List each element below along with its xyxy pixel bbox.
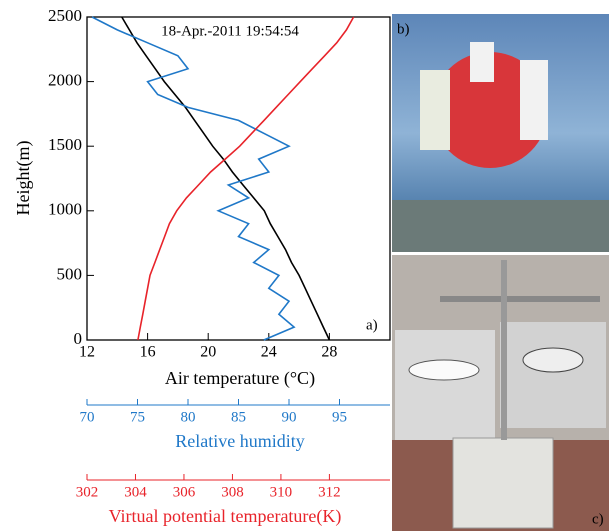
x2-tick-label: 90: [282, 409, 297, 425]
x-tick-label: 16: [140, 344, 156, 361]
series-line: [138, 17, 354, 340]
x-tick-label: 20: [200, 344, 216, 361]
x2-tick-label: 70: [80, 409, 95, 425]
photo-c: [392, 255, 609, 531]
y-tick-label: 1000: [48, 200, 82, 219]
panel-label: a): [366, 317, 378, 333]
x2-tick-label: 95: [332, 409, 347, 425]
photo-b: [392, 14, 609, 252]
annotation: 18-Apr.-2011 19:54:54: [161, 23, 299, 39]
x-tick-label: 24: [261, 344, 277, 361]
y-axis-title: Height(m): [13, 141, 34, 216]
x-tick-label: 28: [321, 344, 337, 361]
y-tick-label: 500: [57, 264, 83, 283]
x2-tick-label: 75: [130, 409, 145, 425]
x3-tick-label: 310: [270, 484, 293, 500]
x3-tick-label: 306: [173, 484, 196, 500]
panel-label: b): [397, 21, 410, 37]
x-axis-title: Air temperature (°C): [165, 368, 315, 389]
x3-tick-label: 312: [318, 484, 341, 500]
y-tick-label: 1500: [48, 135, 82, 154]
x3-tick-label: 304: [124, 484, 147, 500]
x2-axis-title: Relative humidity: [175, 431, 304, 451]
y-tick-label: 2500: [48, 6, 82, 25]
x3-axis-title: Virtual potential temperature(K): [109, 506, 342, 527]
figure: b) c) a) 18-Apr.-2011 19:54:54 Height(m)…: [0, 0, 609, 531]
x-tick-label: 12: [79, 344, 95, 361]
x2-tick-label: 85: [231, 409, 246, 425]
series-line: [92, 17, 294, 340]
series-line: [122, 17, 330, 340]
x2-tick-label: 80: [181, 409, 196, 425]
panel-label: c): [592, 511, 604, 527]
y-tick-label: 2000: [48, 71, 82, 90]
x3-tick-label: 302: [76, 484, 99, 500]
page: {"chart_data": {"type": "line", "annotat…: [0, 0, 609, 531]
x3-tick-label: 308: [221, 484, 244, 500]
